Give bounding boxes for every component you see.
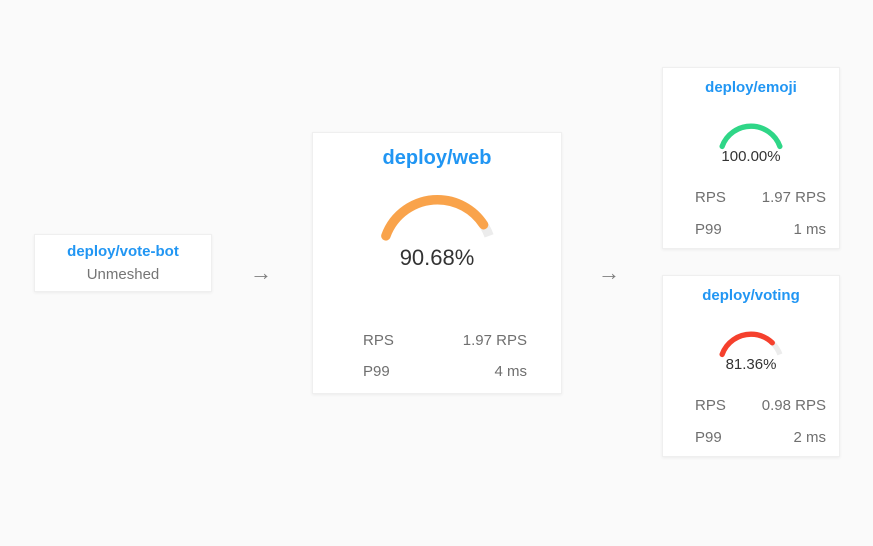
- metric-value: 2 ms: [793, 429, 826, 446]
- node-link-deploy-voting[interactable]: deploy/voting: [702, 287, 800, 304]
- metric-value: 1 ms: [793, 221, 826, 238]
- metric-row: RPS 1.97 RPS: [363, 332, 527, 350]
- success-rate-value: 100.00%: [721, 147, 781, 165]
- traffic-arrow-icon: →: [250, 260, 272, 285]
- node-status-unmeshed: Unmeshed: [86, 266, 160, 283]
- metric-label: RPS: [363, 332, 394, 349]
- metric-label: RPS: [695, 189, 726, 206]
- node-card-deploy-vote-bot: deploy/vote-bot Unmeshed: [34, 234, 212, 292]
- node-card-deploy-emoji: deploy/emoji 100.00% RPS 1.97 RPS P99 1 …: [662, 67, 840, 249]
- metric-value: 1.97 RPS: [761, 189, 826, 206]
- success-rate-value: 90.68%: [399, 245, 475, 271]
- metric-row: RPS 0.98 RPS: [695, 397, 826, 415]
- node-link-deploy-vote-bot[interactable]: deploy/vote-bot: [67, 243, 179, 260]
- success-rate-gauge: [716, 123, 786, 151]
- metric-row: P99 1 ms: [695, 221, 826, 239]
- success-rate-value: 81.36%: [725, 355, 777, 373]
- node-link-deploy-web[interactable]: deploy/web: [382, 147, 492, 169]
- metric-value: 1.97 RPS: [462, 332, 527, 349]
- success-rate-gauge: [375, 194, 500, 243]
- metrics-table: RPS 1.97 RPS P99 1 ms: [663, 189, 839, 248]
- metric-row: P99 4 ms: [363, 363, 527, 381]
- traffic-arrow-icon: →: [598, 260, 620, 285]
- success-rate-gauge: [716, 331, 786, 359]
- metric-label: P99: [695, 429, 722, 446]
- node-link-deploy-emoji[interactable]: deploy/emoji: [705, 79, 797, 96]
- metric-value: 0.98 RPS: [761, 397, 826, 414]
- node-card-deploy-voting: deploy/voting 81.36% RPS 0.98 RPS P99 2 …: [662, 275, 840, 457]
- metric-label: P99: [363, 363, 390, 380]
- metric-value: 4 ms: [494, 363, 527, 380]
- metric-row: RPS 1.97 RPS: [695, 189, 826, 207]
- node-card-deploy-web: deploy/web 90.68% RPS 1.97 RPS P99 4 ms: [312, 132, 562, 394]
- metrics-table: RPS 1.97 RPS P99 4 ms: [313, 332, 561, 393]
- metric-label: RPS: [695, 397, 726, 414]
- metric-label: P99: [695, 221, 722, 238]
- metric-row: P99 2 ms: [695, 429, 826, 447]
- metrics-table: RPS 0.98 RPS P99 2 ms: [663, 397, 839, 456]
